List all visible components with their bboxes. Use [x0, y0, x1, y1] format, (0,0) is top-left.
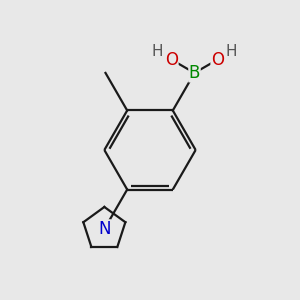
Text: B: B [189, 64, 200, 82]
Text: O: O [211, 51, 224, 69]
Text: N: N [98, 220, 111, 238]
Text: N: N [98, 220, 111, 238]
Text: H: H [152, 44, 163, 59]
Text: O: O [165, 51, 178, 69]
Text: H: H [226, 44, 237, 59]
